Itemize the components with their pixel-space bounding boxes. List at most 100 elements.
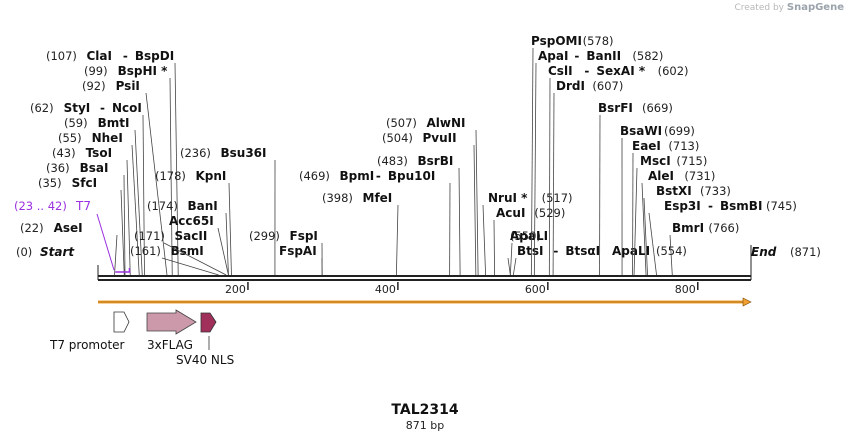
site-position: (174) — [147, 199, 178, 213]
site-leader-line — [174, 62, 179, 276]
site-leader-line — [134, 129, 143, 276]
site-name: BtsI — [517, 244, 544, 258]
sequence-length: 871 bp — [405, 419, 445, 432]
restriction-site: (299) FspI — [249, 229, 323, 276]
restriction-site: (178) KpnI — [155, 169, 232, 276]
site-leader-line — [169, 77, 173, 276]
feature-shape — [146, 309, 197, 335]
restriction-site: Acc65I — [169, 214, 229, 276]
restriction-site: ApaLI — [509, 229, 548, 276]
site-position: (62) — [30, 101, 54, 115]
site-dash: - — [584, 64, 589, 78]
restriction-site: (504) PvuII — [382, 131, 477, 276]
site-name: BmtI — [98, 116, 130, 130]
site-leader-line — [458, 167, 461, 276]
restriction-site: BmrI (766) — [669, 221, 739, 276]
feature-label: T7 promoter — [49, 338, 125, 352]
site-position: (236) — [180, 146, 211, 160]
site-position: (483) — [377, 154, 408, 168]
restriction-site: PspOMI (578) — [530, 34, 614, 276]
primer-t7: (23 .. 42) T7 — [14, 199, 131, 273]
site-leader-line — [475, 129, 479, 276]
site-name-2: Bpu10I — [388, 169, 435, 183]
site-leader-line — [161, 257, 219, 276]
site-name: BmrI — [672, 221, 704, 235]
site-leader-line — [641, 182, 647, 276]
restriction-site: EaeI (713) — [632, 139, 699, 276]
site-name: Bsu36I — [221, 146, 267, 160]
restriction-site: DrdI (607) — [552, 79, 623, 276]
site-leader-line — [395, 204, 399, 276]
site-name: MfeI — [363, 191, 393, 205]
site-name: PsiI — [116, 79, 140, 93]
restriction-site: (174) BanI — [147, 199, 229, 276]
ruler: 200 400 600 800 — [225, 282, 699, 296]
restriction-site: (550)BtsI - BtsαI — [507, 229, 600, 276]
restriction-site: BstXI (733) — [643, 184, 731, 276]
restriction-site: (171) SacII — [134, 229, 227, 276]
site-name: BsaI — [80, 161, 109, 175]
restriction-site: (35) SfcI — [38, 176, 125, 276]
end-position: (871) — [790, 245, 821, 259]
site-name: Esp3I — [664, 199, 701, 213]
ruler-tick-label: 600 — [525, 283, 546, 296]
restriction-site: MscI (715) — [633, 154, 707, 276]
site-name: BsmI — [171, 244, 204, 258]
restriction-site: (55) NheI — [58, 131, 140, 276]
site-name: AlwNI — [427, 116, 466, 130]
site-position: (99) — [84, 64, 108, 78]
site-position: (517) — [542, 191, 573, 205]
site-name: EaeI — [632, 139, 661, 153]
site-name: NheI — [92, 131, 123, 145]
site-position: (59) — [64, 116, 88, 130]
site-position: (669) — [642, 101, 673, 115]
restriction-site: ApaI - BanII (582) — [533, 49, 663, 276]
site-name: AseI — [54, 221, 83, 235]
site-position: (504) — [382, 131, 413, 145]
site-leader-line — [633, 167, 638, 276]
site-name: SacII — [175, 229, 208, 243]
primer-leader-line — [96, 213, 115, 271]
sequence-name: TAL2314 — [391, 402, 459, 418]
site-name: FspAI — [279, 244, 317, 258]
site-name: BpmI — [340, 169, 375, 183]
site-leader-line — [123, 174, 126, 276]
site-position: (55) — [58, 131, 82, 145]
site-position: (745) — [766, 199, 797, 213]
ruler-tick-label: 400 — [375, 283, 396, 296]
site-leader-line — [669, 234, 673, 276]
site-position: (766) — [708, 221, 739, 235]
restriction-site: (43) TsoI — [52, 146, 131, 276]
site-name: MscI — [640, 154, 671, 168]
site-name: BanI — [188, 199, 218, 213]
feature-sv40-nls: SV40 NLS — [176, 312, 234, 367]
site-name: PvuII — [423, 131, 457, 145]
feature-shape — [113, 311, 130, 333]
end-label: End — [751, 245, 777, 259]
site-name: Acc65I — [169, 214, 214, 228]
site-leader-line — [648, 212, 657, 276]
restriction-site: AleI (731) — [641, 169, 715, 276]
snapgene-credit: Created by SnapGene — [734, 2, 844, 13]
site-leader-line — [126, 159, 131, 276]
site-position: (715) — [676, 154, 707, 168]
site-name: ApaLI — [612, 244, 650, 258]
site-name-2: SexAI * — [596, 64, 645, 78]
site-name-2: BspDI — [135, 49, 174, 63]
site-dash: - — [123, 49, 128, 63]
restriction-site: (236) Bsu36I — [180, 146, 276, 276]
site-dash: - — [100, 101, 105, 115]
restriction-site: ApaLI (554) — [512, 244, 687, 276]
site-name: ClaI — [87, 49, 112, 63]
site-position: (161) — [130, 244, 161, 258]
site-position: (713) — [668, 139, 699, 153]
site-position: (178) — [155, 169, 186, 183]
start-label: Start — [40, 245, 75, 259]
site-name: CslI — [548, 64, 573, 78]
orf-arrowhead — [742, 297, 752, 307]
sequence-backbone: (0) Start End (871) — [16, 245, 821, 307]
site-position: (299) — [249, 229, 280, 243]
restriction-site: (469) BpmI - Bpu10I — [299, 169, 451, 276]
